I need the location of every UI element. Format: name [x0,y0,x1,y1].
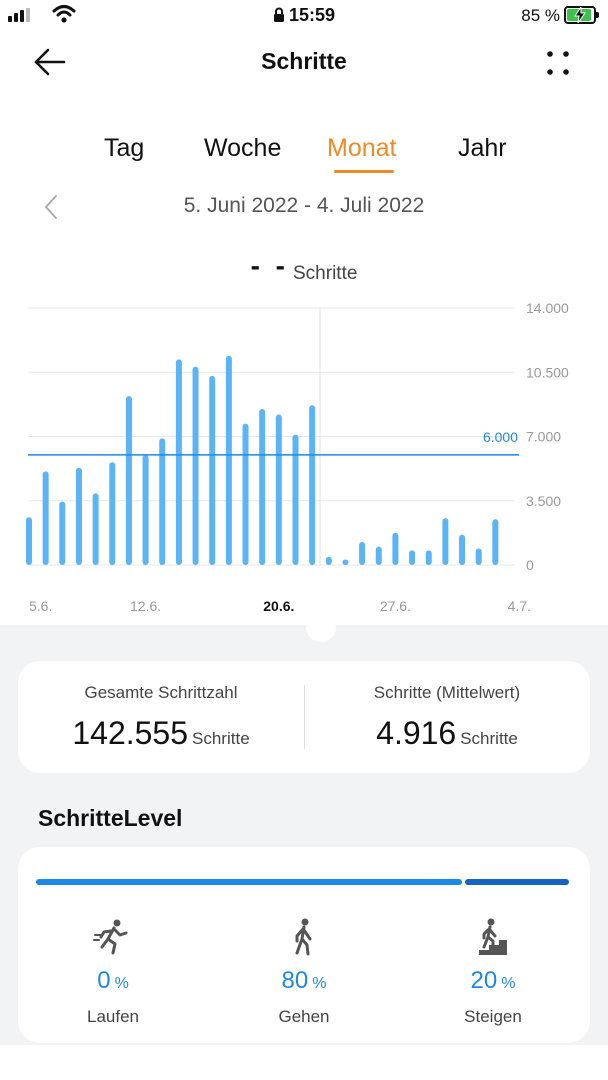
chart-bar [59,501,66,565]
running-percent-unit: % [114,975,129,992]
x-tick-label: 27.6. [380,598,411,614]
level-card: 0% Laufen 80% Gehen 20% Steigen [18,847,590,1043]
chart-bar [325,556,332,565]
more-options-icon[interactable] [538,44,578,84]
walking-icon [295,918,312,956]
chart-bar [109,462,116,565]
status-bar: 15:59 85 % [0,0,608,32]
y-tick-label: 14.000 [526,300,569,316]
walking-percent-unit: % [312,975,327,992]
chart-bar [209,375,216,565]
status-time-text: 15:59 [288,5,336,25]
x-tick-label: 4.7. [508,598,531,614]
total-steps-stat: Gesamte Schrittzahl 142.555 Schritte [18,683,304,752]
chart-bar [159,438,166,565]
chart-bar [492,519,499,565]
chart-bar [125,396,132,565]
running-icon [93,919,128,955]
x-tick-label: 20.6. [263,598,294,614]
climbing-percent: 20 [470,967,498,994]
chart-bar [42,471,49,565]
cellular-signal-icon [8,8,30,22]
chart-bar [242,423,249,565]
chart-bar [459,534,466,565]
bottom-panel: Gesamte Schrittzahl 142.555 Schritte Schr… [0,625,608,1045]
chart-bar [26,517,32,565]
walking-label: Gehen [278,1007,330,1026]
chart-bar [409,550,416,565]
chart-bar [392,532,399,565]
chart-bar [142,454,149,565]
y-tick-label: 3.500 [526,493,561,509]
chart-bar [475,548,482,565]
chart-bar [192,366,199,565]
y-tick-label: 10.500 [526,364,569,380]
level-distribution-segment [36,879,462,885]
selected-value: - - Schritte [0,250,608,285]
active-tab-indicator [334,170,394,173]
chart-bar [292,434,299,565]
chart-bar [425,550,432,565]
climbing-label: Steigen [464,1007,522,1026]
y-tick-label: 7.000 [526,429,561,445]
x-tick-label: 12.6. [130,598,161,614]
average-steps-stat: Schritte (Mittelwert) 4.916 Schritte [304,683,590,752]
chart-bar [175,359,182,565]
level-walking: 80% Gehen [209,917,399,1027]
period-tabs: Tag Woche Monat Jahr [0,128,608,178]
battery-icon [564,6,599,24]
stats-divider [304,685,305,749]
date-range-label: 5. Juni 2022 - 4. Juli 2022 [183,194,425,217]
average-steps-value: 4.916 [376,715,457,751]
climbing-percent-unit: % [501,975,516,992]
total-steps-label: Gesamte Schrittzahl [84,683,238,702]
average-steps-unit: Schritte [460,729,518,748]
wifi-icon [52,5,76,23]
average-steps-label: Schritte (Mittelwert) [373,683,521,702]
chart-scrubber-handle[interactable] [306,612,336,642]
level-section-title: SchritteLevel [38,805,183,831]
tab-day[interactable]: Tag [104,134,145,162]
running-percent: 0 [97,967,111,994]
tab-year[interactable]: Jahr [458,134,507,162]
selected-value-number: - - [250,250,289,281]
steps-bar-chart[interactable]: 14.000 10.500 7.000 3.500 0 6.000 5.6. 12.6. 20.… [0,295,608,625]
chart-bar [342,559,349,565]
chevron-left-icon[interactable] [42,192,62,222]
lock-icon [273,7,284,22]
level-distribution-segment [464,879,569,885]
level-climbing: 20% Steigen [398,917,588,1027]
level-running: 0% Laufen [18,917,208,1027]
goal-label: 6.000 [483,429,518,445]
y-tick-label: 0 [526,557,534,573]
chart-bar [309,405,316,565]
status-time: 15:59 [0,5,608,26]
battery-percentage: 85 % [521,6,560,25]
walking-percent: 80 [281,967,309,994]
total-steps-unit: Schritte [192,729,250,748]
chart-bar [359,542,366,565]
chart-bar [259,408,266,565]
stairs-icon [479,918,507,955]
selected-value-unit: Schritte [293,263,358,284]
total-steps-value: 142.555 [72,715,189,751]
chart-bar [375,546,382,565]
date-range-navigator: 5. Juni 2022 - 4. Juli 2022 [0,192,608,222]
running-label: Laufen [87,1007,139,1026]
chart-bar [75,467,82,565]
x-tick-label: 5.6. [29,598,52,614]
stats-card: Gesamte Schrittzahl 142.555 Schritte Schr… [18,661,590,773]
page-title: Schritte [261,48,347,74]
back-arrow-icon[interactable] [30,42,70,82]
chart-bar [225,355,232,565]
tab-month[interactable]: Monat [327,134,397,162]
tab-week[interactable]: Woche [204,134,282,162]
chart-bar [275,414,282,565]
chart-bar [92,493,99,565]
top-nav: Schritte [0,32,608,92]
chart-bar [442,518,449,565]
